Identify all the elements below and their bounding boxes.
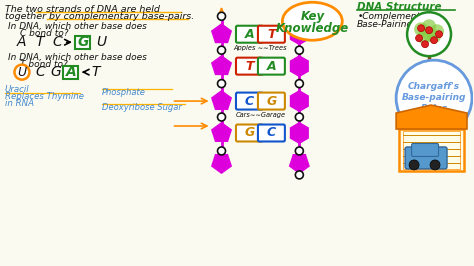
Text: A: A [65, 65, 76, 79]
Text: Apples ∼∼Trees: Apples ∼∼Trees [234, 45, 287, 51]
Circle shape [422, 19, 436, 33]
FancyBboxPatch shape [64, 66, 78, 79]
FancyBboxPatch shape [258, 58, 285, 75]
Text: The two strands of DNA are held: The two strands of DNA are held [5, 5, 160, 14]
Circle shape [430, 24, 444, 38]
Circle shape [422, 27, 436, 41]
Circle shape [421, 41, 428, 48]
Text: Deoxyribose Sugar: Deoxyribose Sugar [102, 103, 182, 112]
Polygon shape [212, 155, 231, 173]
Text: Key: Key [300, 10, 324, 23]
Circle shape [417, 30, 431, 44]
Text: A: A [245, 28, 254, 41]
Text: Base-pairing: Base-pairing [402, 93, 466, 102]
Text: T: T [245, 60, 254, 73]
Text: A: A [266, 60, 276, 73]
Polygon shape [291, 24, 308, 44]
Circle shape [414, 22, 428, 36]
Circle shape [295, 171, 303, 179]
Text: C: C [35, 65, 45, 79]
Text: C: C [52, 35, 62, 49]
Polygon shape [212, 56, 231, 74]
Text: Phosphate: Phosphate [102, 88, 146, 97]
Circle shape [396, 60, 472, 136]
Text: Uracil: Uracil [5, 85, 29, 94]
Circle shape [427, 29, 441, 43]
FancyBboxPatch shape [75, 36, 91, 49]
FancyBboxPatch shape [236, 124, 263, 142]
Text: G: G [266, 95, 276, 107]
Text: A: A [17, 35, 27, 49]
Text: C bond to?: C bond to? [20, 29, 68, 38]
Text: in RNA: in RNA [5, 99, 34, 108]
Text: T: T [36, 35, 44, 49]
Circle shape [218, 12, 226, 20]
Polygon shape [291, 91, 308, 111]
FancyBboxPatch shape [405, 147, 447, 169]
Text: C: C [245, 95, 254, 107]
FancyBboxPatch shape [399, 129, 464, 171]
Polygon shape [291, 123, 308, 143]
Text: G: G [77, 35, 89, 49]
FancyBboxPatch shape [403, 131, 460, 169]
Circle shape [295, 46, 303, 54]
Text: Rules: Rules [420, 103, 448, 113]
Text: Base-Pairing: Base-Pairing [357, 20, 413, 29]
Circle shape [430, 160, 440, 170]
Circle shape [218, 46, 226, 54]
Circle shape [295, 80, 303, 88]
Text: T: T [91, 65, 100, 79]
Circle shape [407, 12, 451, 56]
Text: C: C [267, 127, 276, 139]
Circle shape [218, 147, 226, 155]
Circle shape [416, 35, 423, 42]
FancyBboxPatch shape [411, 143, 438, 156]
Circle shape [15, 65, 29, 80]
Text: U: U [96, 35, 106, 49]
Text: G: G [244, 127, 255, 139]
Circle shape [426, 27, 433, 34]
FancyBboxPatch shape [258, 93, 285, 110]
Polygon shape [212, 91, 231, 109]
FancyBboxPatch shape [258, 26, 285, 43]
Circle shape [409, 160, 419, 170]
Text: DNA Structure: DNA Structure [357, 2, 442, 12]
FancyBboxPatch shape [236, 58, 263, 75]
Ellipse shape [283, 2, 342, 40]
FancyBboxPatch shape [236, 26, 263, 43]
Text: Replaces Thymine: Replaces Thymine [5, 92, 84, 101]
FancyBboxPatch shape [236, 93, 263, 110]
Text: In DNA, which other base does: In DNA, which other base does [8, 22, 147, 31]
Text: G: G [51, 65, 61, 79]
Polygon shape [396, 105, 467, 129]
Polygon shape [212, 123, 231, 141]
Text: Cars∼∼Garage: Cars∼∼Garage [236, 112, 285, 118]
Circle shape [218, 113, 226, 121]
Circle shape [418, 25, 425, 32]
Circle shape [430, 37, 438, 44]
FancyBboxPatch shape [258, 124, 285, 142]
Text: together by complementary base-pairs.: together by complementary base-pairs. [5, 12, 194, 21]
Circle shape [436, 31, 443, 38]
Polygon shape [290, 155, 309, 173]
Text: T: T [267, 28, 276, 41]
Text: Knowledge: Knowledge [276, 22, 349, 35]
Text: In DNA, which other base does: In DNA, which other base does [8, 53, 147, 62]
Circle shape [295, 113, 303, 121]
Polygon shape [291, 56, 308, 76]
Text: •Complementary: •Complementary [357, 12, 435, 21]
Polygon shape [212, 24, 231, 42]
Text: Chargaff's: Chargaff's [408, 82, 460, 91]
Circle shape [218, 80, 226, 88]
Text: U: U [18, 66, 27, 79]
Circle shape [295, 147, 303, 155]
Text: T bond to?: T bond to? [20, 60, 68, 69]
